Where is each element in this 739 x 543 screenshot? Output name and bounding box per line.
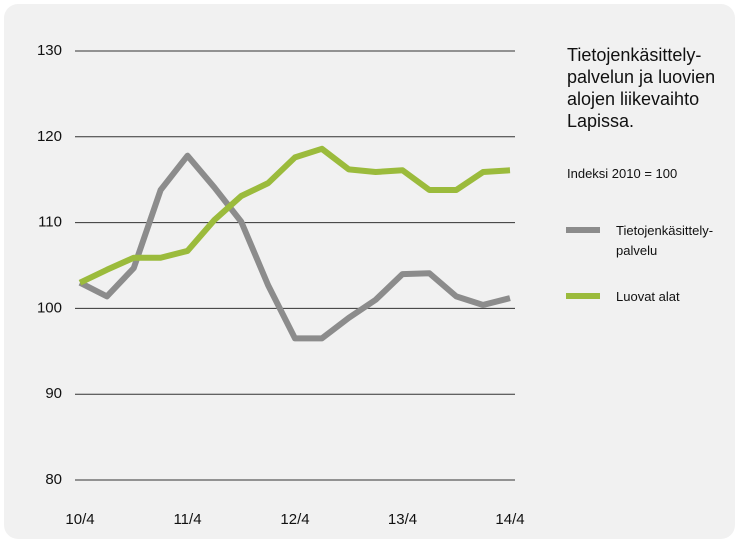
x-tick-label: 11/4 [173,511,201,528]
y-tick-label: 80 [45,471,62,488]
series-line [78,152,511,342]
x-tick-label: 14/4 [495,511,524,528]
panel [4,4,735,539]
legend-label: Luovat alat [616,289,680,304]
legend-label: Tietojenkäsittely-palvelu [616,223,714,258]
chart-subtitle: Indeksi 2010 = 100 [567,166,678,181]
y-tick-label: 90 [45,385,62,402]
y-tick-label: 120 [37,128,62,145]
x-tick-label: 10/4 [65,511,94,528]
x-tick-label: 13/4 [388,511,417,528]
y-tick-label: 130 [37,42,62,59]
y-tick-label: 100 [37,299,62,316]
chart-title: Tietojenkäsittely-palvelun ja luovien al… [567,45,716,131]
y-tick-label: 110 [38,214,62,231]
x-tick-label: 12/4 [280,511,309,528]
series-line [78,145,511,286]
